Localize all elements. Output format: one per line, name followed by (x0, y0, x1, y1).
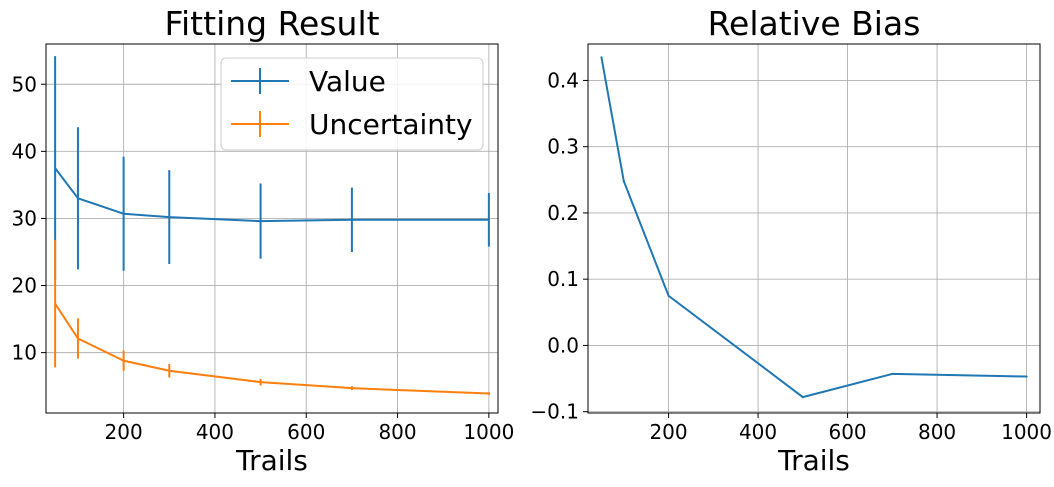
chart2-y-tick-label: −0.1 (530, 400, 579, 424)
chart1-title: Fitting Result (164, 4, 379, 43)
chart2-axes-frame (587, 43, 1041, 414)
chart1-data-point (259, 381, 262, 384)
chart1-data-point (122, 212, 125, 215)
chart2-y-tick-label: 0.3 (547, 135, 579, 159)
chart1-data-point (54, 302, 57, 305)
chart1-data-point (122, 359, 125, 362)
chart1-data-point (54, 167, 57, 170)
chart2-data-point (622, 180, 625, 183)
chart2-x-tick-label: 1000 (1001, 420, 1052, 444)
chart1-data-point (168, 216, 171, 219)
chart2-x-tick-label: 200 (649, 420, 687, 444)
chart2-data-point (891, 372, 894, 375)
chart2-x-axis-label: Trails (777, 444, 850, 477)
chart2-y-tick-label: 0.2 (547, 201, 579, 225)
chart1-data-point (350, 387, 353, 390)
chart1-data-point (168, 369, 171, 372)
chart2-x-tick-label: 400 (739, 420, 777, 444)
chart1-x-axis-label: Trails (235, 444, 308, 477)
chart2-data-point (1025, 375, 1028, 378)
chart1-data-point (350, 218, 353, 221)
chart1-series-line-1 (54, 167, 489, 223)
chart1-data-point (487, 218, 490, 221)
chart1-y-tick-label: 30 (12, 206, 37, 230)
chart1-x-tick-label: 600 (287, 420, 325, 444)
chart1-data-point (76, 197, 79, 200)
chart2-data-point (667, 294, 670, 297)
chart1-x-tick-label: 1000 (463, 420, 514, 444)
chart2-y-tick-label: 0.0 (547, 333, 579, 357)
chart2-series-line-1 (600, 57, 1027, 399)
chart2-data-point (600, 56, 603, 59)
chart1-legend-label-2: Uncertainty (309, 108, 473, 141)
chart2-x-tick-label: 600 (828, 420, 866, 444)
chart1-axes-frame (45, 43, 499, 414)
chart2-data-point (801, 396, 804, 399)
chart2-y-tick-label: 0.1 (547, 267, 579, 291)
chart1-y-tick-label: 50 (12, 72, 37, 96)
chart2-x-tick-label: 800 (918, 420, 956, 444)
chart1-data-point (487, 392, 490, 395)
chart1-series-line-2 (54, 303, 489, 395)
chart1-x-tick-label: 200 (105, 420, 143, 444)
chart1-legend-label-1: Value (309, 65, 386, 98)
chart1-x-tick-label: 800 (378, 420, 416, 444)
chart1-x-tick-label: 400 (196, 420, 234, 444)
chart1-y-tick-label: 40 (12, 139, 37, 163)
chart1-data-point (259, 220, 262, 223)
chart2-y-tick-label: 0.4 (547, 68, 579, 92)
chart1-y-tick-label: 20 (12, 274, 37, 298)
chart2-title: Relative Bias (708, 4, 921, 43)
chart1-data-point (76, 337, 79, 340)
chart1-y-tick-label: 10 (12, 341, 37, 365)
